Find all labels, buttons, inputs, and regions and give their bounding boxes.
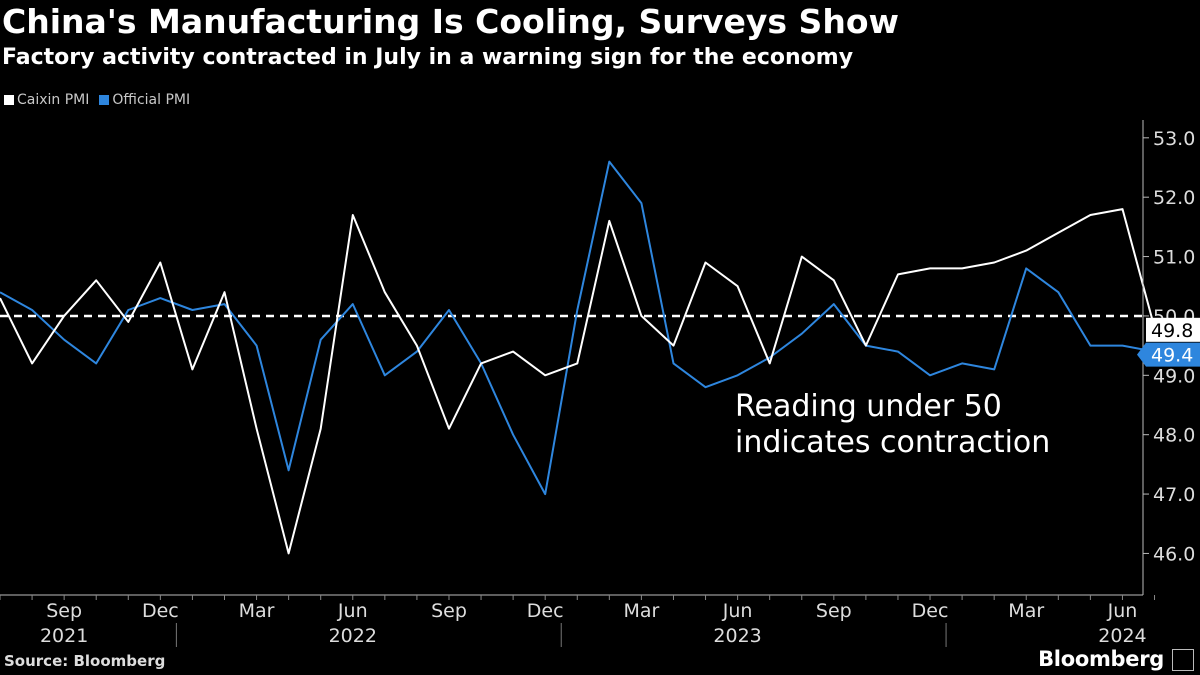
x-tick-label: Dec xyxy=(527,600,564,622)
x-tick-label: Mar xyxy=(623,600,659,622)
legend-label-caixin: Caixin PMI xyxy=(17,92,90,108)
x-year-label: 2023 xyxy=(713,625,761,647)
x-year-label: 2021 xyxy=(40,625,88,647)
logo-icon xyxy=(1172,649,1194,671)
x-year-label: 2022 xyxy=(329,625,377,647)
y-tick-label: 51.0 xyxy=(1153,247,1195,269)
annotation-line: Reading under 50 xyxy=(735,389,1002,424)
legend-item-caixin: Caixin PMI xyxy=(4,92,89,108)
x-tick-label: Mar xyxy=(1008,600,1044,622)
legend-item-official: Official PMI xyxy=(99,92,190,108)
x-tick-label: Dec xyxy=(912,600,949,622)
chart-subtitle: Factory activity contracted in July in a… xyxy=(2,45,854,70)
x-tick-label: Mar xyxy=(239,600,275,622)
series-layer xyxy=(0,160,1156,555)
end-label-official-box xyxy=(1137,342,1200,367)
x-tick-label: Sep xyxy=(816,600,852,622)
end-label-official: 49.4 xyxy=(1151,345,1193,367)
chart-title: China's Manufacturing Is Cooling, Survey… xyxy=(2,2,899,41)
series-line-official xyxy=(0,160,1155,496)
legend-label-official: Official PMI xyxy=(112,92,191,108)
y-tick-label: 49.0 xyxy=(1153,365,1195,387)
x-year-label: 2024 xyxy=(1098,625,1146,647)
y-tick-label: 53.0 xyxy=(1153,128,1195,150)
series-line-caixin xyxy=(0,208,1156,555)
x-tick-label: Sep xyxy=(46,600,82,622)
source-note: Source: Bloomberg xyxy=(4,652,166,670)
x-tick-label: Sep xyxy=(431,600,467,622)
annotation-line: indicates contraction xyxy=(735,425,1050,460)
end-label-caixin: 49.8 xyxy=(1151,320,1193,342)
brand-logo: Bloomberg xyxy=(1038,647,1164,671)
legend-swatch-official xyxy=(99,95,110,105)
y-tick-label: 47.0 xyxy=(1153,484,1195,506)
x-tick-label: Jun xyxy=(1107,600,1138,622)
y-tick-label: 48.0 xyxy=(1153,425,1195,447)
legend: Caixin PMI Official PMI xyxy=(4,92,190,108)
end-label-caixin-box xyxy=(1146,317,1200,342)
y-tick-label: 46.0 xyxy=(1153,543,1195,565)
legend-swatch-caixin xyxy=(4,95,14,105)
y-tick-label: 52.0 xyxy=(1153,187,1195,209)
x-tick-label: Jun xyxy=(337,600,368,622)
x-tick-label: Dec xyxy=(142,600,179,622)
x-tick-label: Jun xyxy=(722,600,753,622)
